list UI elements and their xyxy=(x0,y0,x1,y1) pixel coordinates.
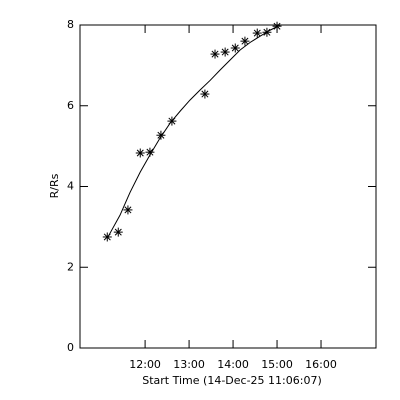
asterisk-stroke xyxy=(124,206,132,214)
fit-line xyxy=(106,24,281,239)
asterisk-point xyxy=(240,36,250,46)
asterisk-stroke xyxy=(146,148,154,156)
asterisk-point xyxy=(113,227,123,237)
y-tick-label: 8 xyxy=(67,18,74,31)
y-axis-label: R/Rs xyxy=(48,173,61,198)
asterisk-point xyxy=(230,43,240,53)
asterisk-stroke xyxy=(211,50,219,58)
asterisk-stroke xyxy=(201,90,209,98)
asterisk-stroke xyxy=(221,48,229,56)
y-tick-label: 0 xyxy=(67,341,74,354)
x-tick-label: 15:00 xyxy=(261,358,293,371)
y-tick-label: 4 xyxy=(67,180,74,193)
asterisk-point xyxy=(135,148,145,158)
asterisk-point xyxy=(102,232,112,242)
asterisk-point xyxy=(252,28,262,38)
asterisk-stroke xyxy=(114,228,122,236)
asterisk-stroke xyxy=(231,44,239,52)
x-axis-label: Start Time (14-Dec-25 11:06:07) xyxy=(142,374,322,387)
plot-frame xyxy=(79,24,377,349)
asterisk-point xyxy=(220,47,230,57)
asterisk-point xyxy=(200,89,210,99)
asterisk-point xyxy=(123,205,133,215)
x-tick-label: 14:00 xyxy=(217,358,249,371)
x-tick-label: 12:00 xyxy=(129,358,161,371)
asterisk-stroke xyxy=(136,149,144,157)
asterisk-stroke xyxy=(253,29,261,37)
asterisk-stroke xyxy=(241,37,249,45)
asterisk-point xyxy=(145,147,155,157)
x-tick-label: 13:00 xyxy=(173,358,205,371)
y-tick-label: 2 xyxy=(67,260,74,273)
asterisk-point xyxy=(210,49,220,59)
y-tick-label: 6 xyxy=(67,99,74,112)
x-tick-label: 16:00 xyxy=(305,358,337,371)
